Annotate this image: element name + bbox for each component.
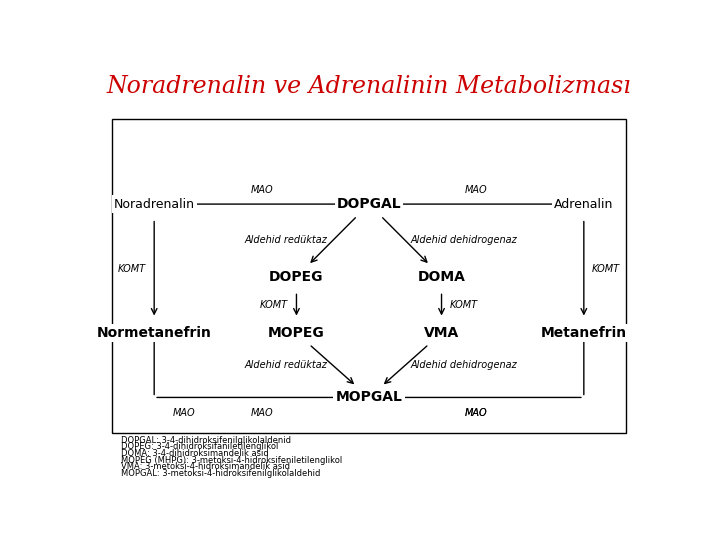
Text: MOPEG (MHPG): 3-metoksi-4-hidroksifeniletilenglikol: MOPEG (MHPG): 3-metoksi-4-hidroksifenile… bbox=[121, 456, 342, 464]
Text: KOMT: KOMT bbox=[450, 300, 478, 310]
Text: Aldehid redüktaz: Aldehid redüktaz bbox=[244, 360, 327, 370]
Text: KOMT: KOMT bbox=[117, 264, 145, 274]
Text: VMA: 3-metoksi-4-hidroksimandelik asid: VMA: 3-metoksi-4-hidroksimandelik asid bbox=[121, 462, 289, 471]
Bar bbox=[112, 119, 626, 433]
Text: MAO: MAO bbox=[465, 408, 487, 418]
Text: DOPGAL: DOPGAL bbox=[337, 197, 401, 211]
Text: MAO: MAO bbox=[465, 408, 487, 418]
Text: Aldehid redüktaz: Aldehid redüktaz bbox=[244, 235, 327, 246]
Text: Metanefrin: Metanefrin bbox=[541, 326, 627, 340]
Text: MAO: MAO bbox=[251, 408, 273, 418]
Text: DOPEG: DOPEG bbox=[269, 270, 324, 284]
Text: MOPGAL: MOPGAL bbox=[336, 390, 402, 404]
Text: Adrenalin: Adrenalin bbox=[554, 198, 613, 211]
Text: MAO: MAO bbox=[251, 185, 273, 195]
Text: Aldehid dehidrogenaz: Aldehid dehidrogenaz bbox=[411, 360, 518, 370]
Text: DOMA: DOMA bbox=[418, 270, 465, 284]
Text: Normetanefrin: Normetanefrin bbox=[96, 326, 212, 340]
Text: KOMT: KOMT bbox=[593, 264, 621, 274]
Text: Noradrenalin: Noradrenalin bbox=[114, 198, 194, 211]
Text: DOMA: 3-4-dihidroksimandelik asid: DOMA: 3-4-dihidroksimandelik asid bbox=[121, 449, 269, 458]
Text: MAO: MAO bbox=[173, 408, 196, 418]
Text: Noradrenalin ve Adrenalinin Metabolizması: Noradrenalin ve Adrenalinin Metabolizmas… bbox=[107, 75, 631, 98]
Text: VMA: VMA bbox=[424, 326, 459, 340]
Text: DOPGAL: 3-4-dihidroksifenilglikolaldenid: DOPGAL: 3-4-dihidroksifenilglikolaldenid bbox=[121, 436, 291, 445]
Text: MAO: MAO bbox=[465, 185, 487, 195]
Text: KOMT: KOMT bbox=[260, 300, 288, 310]
Text: Aldehid dehidrogenaz: Aldehid dehidrogenaz bbox=[411, 235, 518, 246]
Text: DOPEG: 3-4-dihidroksifaniletilenglikol: DOPEG: 3-4-dihidroksifaniletilenglikol bbox=[121, 442, 278, 451]
Text: MOPGAL: 3-metoksi-4-hidroksifenilglikolaldehid: MOPGAL: 3-metoksi-4-hidroksifenilglikola… bbox=[121, 469, 320, 478]
Text: MOPEG: MOPEG bbox=[268, 326, 325, 340]
